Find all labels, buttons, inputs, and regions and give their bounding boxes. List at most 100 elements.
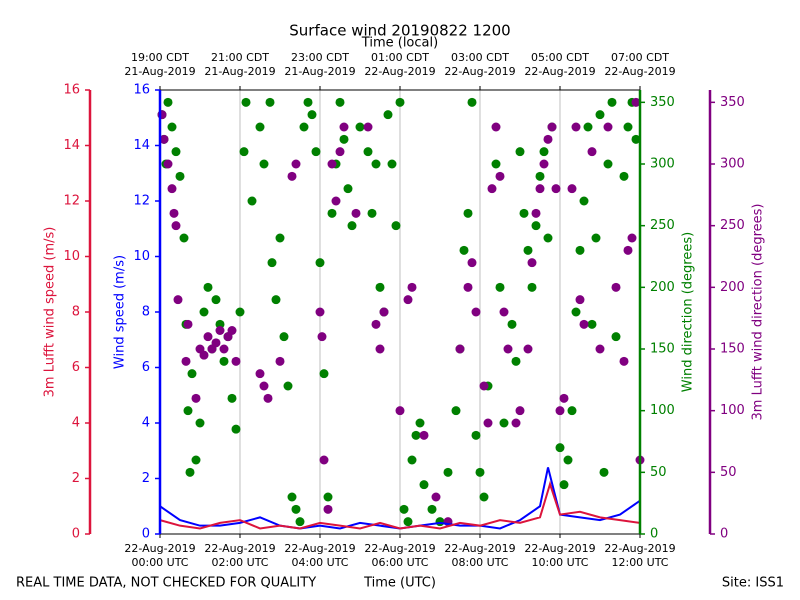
- data-point: [487, 184, 497, 194]
- y-tick-label: 250: [720, 218, 745, 233]
- data-point: [579, 196, 589, 206]
- data-point: [247, 196, 257, 206]
- y-tick-label: 2: [72, 471, 80, 486]
- x-top-tick-label: 19:00 CDT 21-Aug-2019: [124, 51, 196, 78]
- data-point: [263, 393, 273, 403]
- data-point: [335, 147, 345, 157]
- data-point: [631, 134, 641, 144]
- data-point: [523, 344, 533, 354]
- y-tick-label: 6: [142, 360, 150, 375]
- data-point: [191, 393, 201, 403]
- data-point: [623, 245, 633, 255]
- y-tick-label: 300: [650, 157, 675, 172]
- data-point: [343, 184, 353, 194]
- data-point: [255, 122, 265, 132]
- chart-title: Surface wind 20190822 1200: [289, 22, 510, 40]
- y-tick-label: 200: [720, 280, 745, 295]
- data-point: [611, 282, 621, 292]
- data-point: [555, 406, 565, 416]
- data-point: [167, 122, 177, 132]
- data-point: [575, 245, 585, 255]
- data-point: [531, 221, 541, 231]
- data-point: [539, 159, 549, 169]
- data-point: [291, 159, 301, 169]
- data-point: [555, 443, 565, 453]
- y-tick-label: 150: [720, 342, 745, 357]
- data-point: [347, 221, 357, 231]
- data-point: [567, 406, 577, 416]
- data-point: [599, 467, 609, 477]
- data-point: [171, 221, 181, 231]
- data-point: [479, 492, 489, 502]
- data-point: [323, 504, 333, 514]
- y-tick-label: 50: [720, 465, 737, 480]
- data-point: [259, 159, 269, 169]
- data-point: [215, 319, 225, 329]
- data-point: [173, 295, 183, 305]
- data-point: [283, 381, 293, 391]
- data-point: [171, 147, 181, 157]
- data-point: [371, 319, 381, 329]
- data-point: [175, 171, 185, 181]
- y-tick-label: 4: [72, 416, 80, 431]
- x-top-tick-label: 23:00 CDT 21-Aug-2019: [284, 51, 356, 78]
- data-point: [491, 159, 501, 169]
- data-point: [275, 356, 285, 366]
- y-tick-label: 50: [650, 465, 667, 480]
- y-axis-label: 3m Lufft wind direction (degrees): [751, 204, 766, 421]
- data-point: [367, 208, 377, 218]
- data-point: [627, 233, 637, 243]
- data-point: [535, 171, 545, 181]
- data-point: [315, 258, 325, 268]
- data-point: [379, 307, 389, 317]
- x-tick-label: 22-Aug-2019 08:00 UTC: [444, 542, 516, 569]
- data-point: [159, 134, 169, 144]
- data-point: [391, 221, 401, 231]
- data-point: [567, 184, 577, 194]
- x-tick-label: 22-Aug-2019 06:00 UTC: [364, 542, 436, 569]
- data-point: [575, 295, 585, 305]
- data-point: [475, 467, 485, 477]
- data-point: [503, 344, 513, 354]
- data-point: [471, 307, 481, 317]
- data-point: [395, 406, 405, 416]
- data-point: [411, 430, 421, 440]
- y-axis-label: 3m Lufft wind speed (m/s): [43, 227, 58, 398]
- data-point: [295, 517, 305, 527]
- y-tick-label: 6: [72, 360, 80, 375]
- y-axis-label: Wind direction (degrees): [681, 232, 696, 392]
- data-point: [259, 381, 269, 391]
- x-top-tick-label: 03:00 CDT 22-Aug-2019: [444, 51, 516, 78]
- data-point: [199, 350, 209, 360]
- y-tick-label: 200: [650, 280, 675, 295]
- footer-note: REAL TIME DATA, NOT CHECKED FOR QUALITY: [16, 576, 316, 591]
- data-point: [203, 282, 213, 292]
- data-point: [395, 97, 405, 107]
- data-point: [511, 356, 521, 366]
- data-point: [199, 307, 209, 317]
- data-point: [275, 233, 285, 243]
- y-tick-label: 350: [650, 95, 675, 110]
- data-point: [631, 97, 641, 107]
- y-tick-label: 0: [720, 527, 728, 542]
- data-point: [185, 467, 195, 477]
- data-point: [187, 369, 197, 379]
- data-point: [407, 455, 417, 465]
- y-tick-label: 300: [720, 157, 745, 172]
- y-tick-label: 0: [142, 527, 150, 542]
- data-point: [623, 122, 633, 132]
- data-point: [507, 319, 517, 329]
- data-point: [371, 159, 381, 169]
- data-point: [327, 208, 337, 218]
- data-point: [595, 110, 605, 120]
- y-tick-label: 250: [650, 218, 675, 233]
- data-point: [219, 356, 229, 366]
- data-point: [211, 338, 221, 348]
- y-tick-label: 16: [63, 83, 80, 98]
- data-point: [255, 369, 265, 379]
- data-point: [323, 492, 333, 502]
- data-point: [363, 122, 373, 132]
- data-point: [375, 344, 385, 354]
